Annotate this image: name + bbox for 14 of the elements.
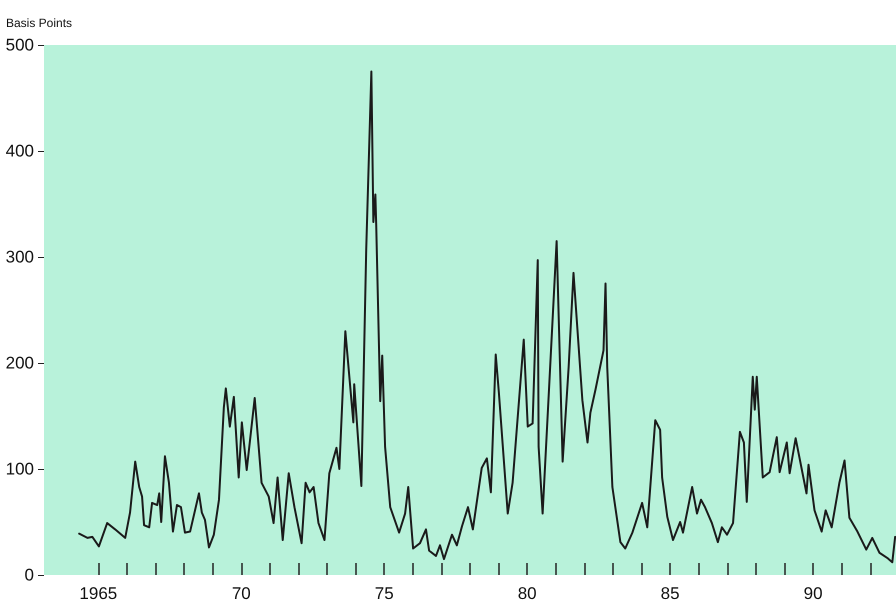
x-tick-label: 1965 <box>79 584 118 603</box>
x-tick-label: 90 <box>804 584 823 603</box>
y-tick-label: 0 <box>24 566 34 584</box>
line-series <box>78 70 896 564</box>
y-axis-title: Basis Points <box>6 16 72 30</box>
x-tick-label: 80 <box>518 584 537 603</box>
x-tick-label: 85 <box>660 584 680 603</box>
x-tick-label: 75 <box>374 584 394 603</box>
y-tick-label: 200 <box>6 354 34 372</box>
x-tick-label: 70 <box>232 584 251 603</box>
y-tick-label: 500 <box>6 36 34 54</box>
y-tick-label: 400 <box>6 142 34 160</box>
y-tick-label: 100 <box>6 460 34 478</box>
y-tick-label: 300 <box>6 248 34 266</box>
